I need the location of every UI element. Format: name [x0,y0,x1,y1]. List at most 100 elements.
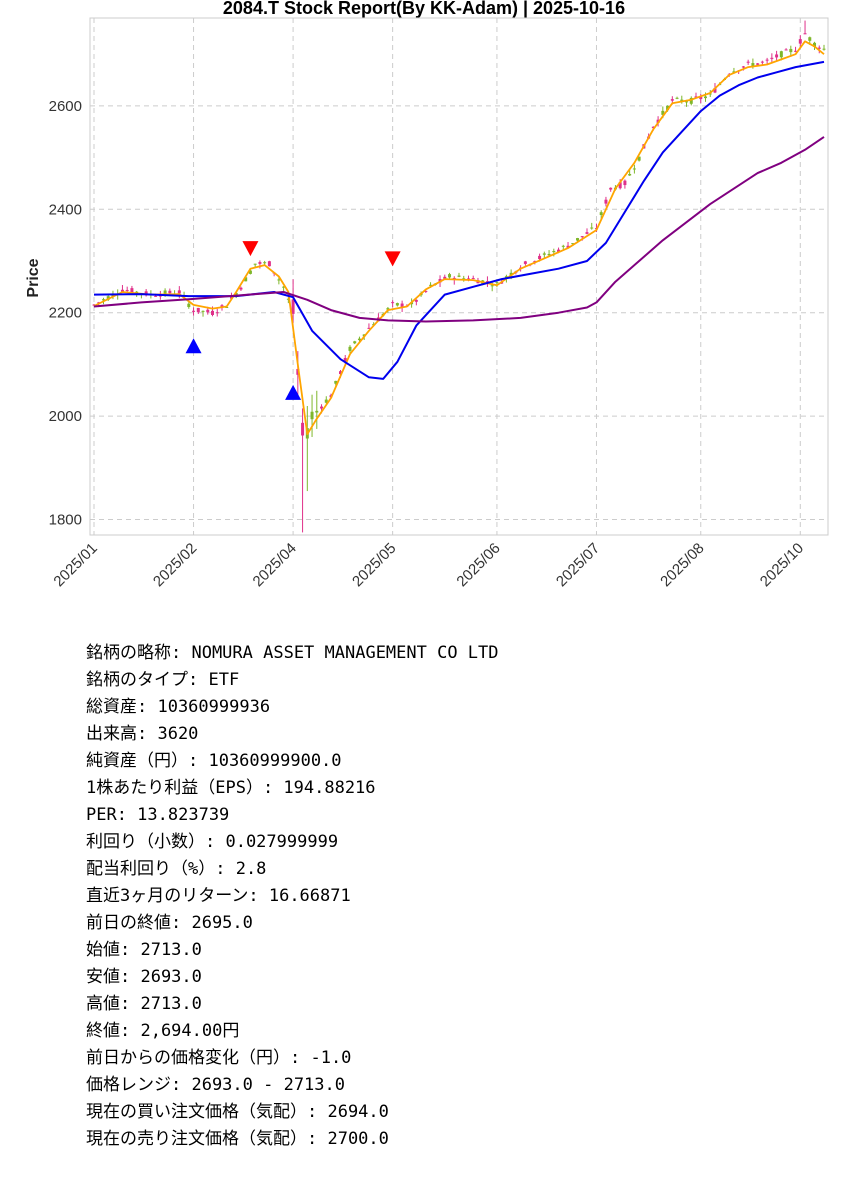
info-line: 利回り（小数）: 0.027999999 [86,832,339,852]
y-tick-label: 2000 [49,408,82,425]
candle-body [239,287,243,290]
stock-chart: 2084.T Stock Report(By KK-Adam) | 2025-1… [25,0,829,590]
x-tick-label: 2025/06 [453,540,503,590]
info-line: 銘柄の略称: NOMURA ASSET MANAGEMENT CO LTD [86,643,499,663]
y-tick-label: 2400 [49,201,82,218]
info-line: 1株あたり利益（EPS）: 194.88216 [86,778,376,798]
stock-info-list: 銘柄の略称: NOMURA ASSET MANAGEMENT CO LTD 銘柄の… [86,640,499,1153]
candle-body [571,243,575,245]
x-tick-labels: 2025/01 2025/02 2025/04 2025/05 2025/06 2025/… [50,540,807,590]
info-line: 現在の売り注文価格（気配）: 2700.0 [86,1129,389,1149]
candle-body [803,33,807,35]
series-line-0 [93,40,825,436]
info-line: 前日の終値: 2695.0 [86,913,253,933]
x-tick-label: 2025/08 [657,540,707,590]
candle-body [798,39,802,44]
signal-markers [185,241,401,400]
candle-body [163,290,167,295]
candle-body [414,299,418,302]
x-tick-label: 2025/10 [757,540,807,590]
chart-title: 2084.T Stock Report(By KK-Adam) | 2025-1… [223,0,625,18]
candle-body [282,286,286,288]
candle-body [400,303,404,308]
candle-body [348,346,352,351]
info-line: 安値: 2693.0 [86,967,202,987]
info-line: 高値: 2713.0 [86,994,202,1014]
candle-body [661,110,665,115]
y-tick-label: 2200 [49,305,82,322]
candle-body [599,212,603,215]
candle-body [632,168,636,170]
candle-body [808,37,812,41]
candle-body [315,410,319,413]
candle-body [357,338,361,341]
candle-body [509,272,513,276]
info-line: 直近3ヶ月のリターン: 16.66871 [86,886,351,906]
candle-body [523,261,527,264]
candle-body [471,278,475,280]
info-line: 始値: 2713.0 [86,940,202,960]
series-line-1 [93,60,825,380]
candle-body [286,298,290,300]
candle-body [291,299,295,314]
candle-body [689,97,693,104]
candle-body [353,341,357,344]
candle-body [699,96,703,100]
candle-body [206,309,210,313]
candle-body [813,42,817,47]
candle-body [741,66,745,68]
candle-body [775,54,779,58]
candle-body [552,250,556,253]
candle-body [301,422,305,436]
sell-signal-marker [384,251,401,267]
candle-body [547,253,551,256]
y-tick-label: 2600 [49,98,82,115]
candle-body [201,310,205,312]
candle-body [424,290,428,292]
candle-body [585,232,589,234]
candle-body [154,295,158,297]
candle-body [177,290,181,294]
candle-body [443,276,447,280]
candle-body [101,299,105,301]
candle-body [192,310,196,312]
candle-body [770,57,774,59]
candle-body [789,48,793,53]
candle-body [125,289,129,291]
y-tick-label: 1800 [49,511,82,528]
candle-body [651,126,655,129]
candle-body [817,47,821,49]
x-tick-label: 2025/05 [349,540,399,590]
candle-body [310,411,314,420]
candle-body [708,93,712,95]
candle-body [566,245,570,248]
candle-body [391,302,395,304]
candle-body [666,105,670,111]
candle-body [670,99,674,101]
candle-body [557,249,561,253]
x-tick-label: 2025/02 [150,540,200,590]
info-line: 配当利回り（%）: 2.8 [86,859,267,879]
x-tick-label: 2025/01 [50,540,100,590]
candle-body [495,282,499,284]
candle-body [604,199,608,204]
info-line: 価格レンジ: 2693.0 - 2713.0 [86,1075,345,1095]
candle-body [504,276,508,278]
candle-body [367,327,371,329]
buy-signal-marker [285,384,302,400]
candle-body [343,357,347,362]
x-tick-label: 2025/04 [250,540,300,590]
candle-body [490,285,494,287]
candle-body [779,51,783,58]
candle-body [784,49,788,51]
candle-body [296,368,300,375]
candle-body [338,371,342,375]
candle-body [542,253,546,255]
candle-body [590,227,594,229]
candle-body [258,262,262,264]
candle-body [794,50,798,52]
candle-body [263,262,267,264]
y-axis-label: Price [25,258,42,297]
info-line: 前日からの価格変化（円）: -1.0 [86,1048,352,1068]
info-line: 終値: 2,694.00円 [86,1021,240,1041]
